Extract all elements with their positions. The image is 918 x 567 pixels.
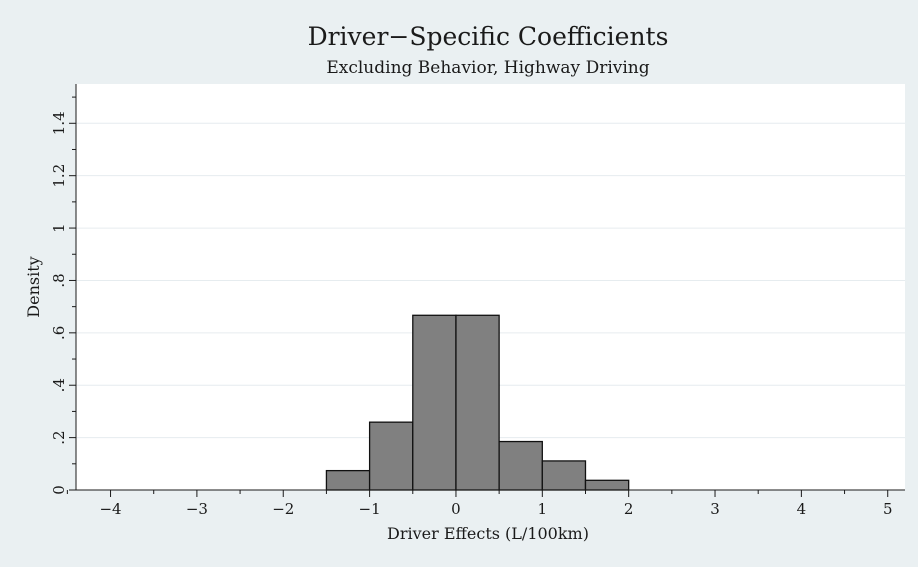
histogram-bar — [368, 421, 414, 491]
y-tick-label: .6 — [50, 326, 68, 340]
x-axis-title: Driver Effects (L/100km) — [387, 524, 589, 543]
y-tick-label: .8 — [50, 273, 68, 287]
histogram-bar — [498, 440, 543, 491]
x-tick-label: −4 — [99, 500, 121, 518]
y-tick-label: 0 — [50, 485, 68, 495]
x-tick-label: −2 — [272, 500, 294, 518]
histogram-bar — [584, 479, 630, 491]
chart-title: Driver−Specific Coefficients — [308, 22, 669, 51]
x-tick-label: −3 — [186, 500, 208, 518]
x-tick-label: 3 — [710, 500, 720, 518]
y-tick-label: .4 — [50, 378, 68, 392]
y-tick-label: 1.4 — [50, 111, 68, 135]
chart-subtitle: Excluding Behavior, Highway Driving — [326, 58, 649, 78]
x-tick-label: −1 — [359, 500, 381, 518]
x-tick-label: 2 — [624, 500, 634, 518]
y-tick-label: 1.2 — [50, 164, 68, 188]
x-tick-label: 0 — [451, 500, 461, 518]
x-tick-label: 1 — [538, 500, 548, 518]
y-tick-label: 1 — [50, 223, 68, 233]
histogram-bar — [541, 460, 587, 491]
y-tick-label: .2 — [50, 430, 68, 444]
histogram-bar — [325, 469, 371, 491]
y-axis-title: Density — [24, 256, 43, 317]
histogram-bar — [455, 314, 500, 491]
histogram-bar — [412, 314, 457, 491]
x-tick-label: 4 — [797, 500, 807, 518]
axes: −4 −3 −2 −1 0 1 2 3 4 5 0 .2 .4 .6 .8 1 1.2 1.4 — [50, 84, 905, 518]
x-tick-label: 5 — [883, 500, 893, 518]
histogram-bars — [325, 314, 630, 491]
